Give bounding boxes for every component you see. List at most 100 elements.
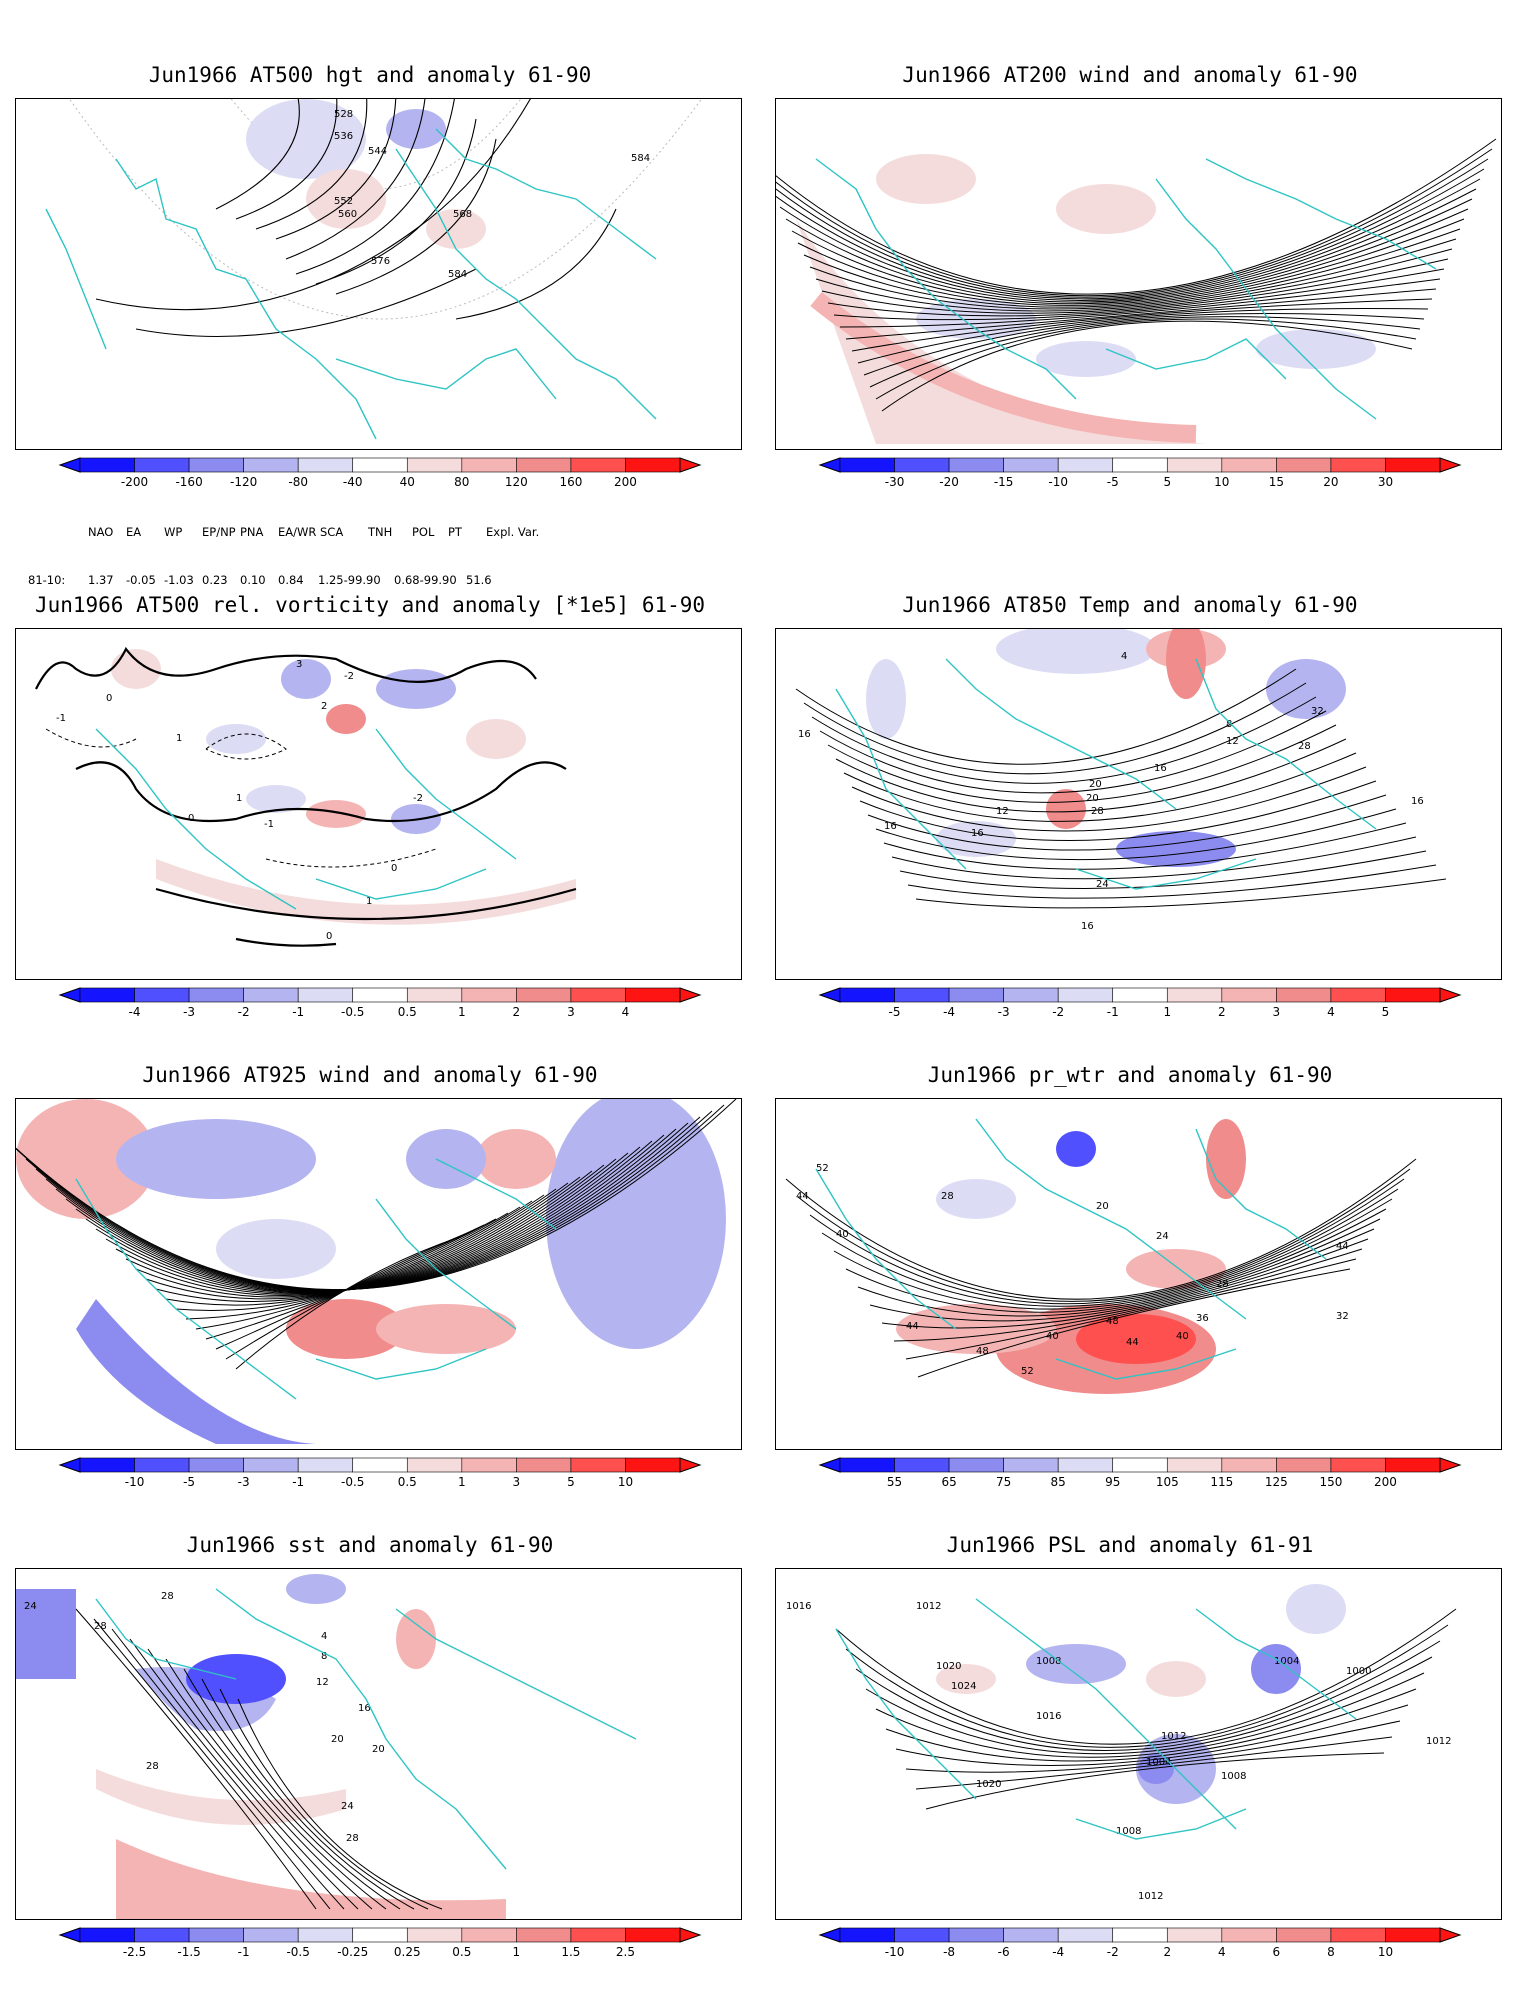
colorbar-arrow-low [58, 457, 81, 473]
colorbar-segment [570, 1457, 626, 1473]
contour-line [907, 864, 1437, 899]
contour-label: 20 [1096, 1201, 1109, 1212]
colorbar-segment [1166, 987, 1223, 1003]
contour-line [809, 1178, 1405, 1305]
colorbar-segment [352, 1927, 408, 1943]
contour-line [791, 198, 1473, 305]
contour-label: 3 [296, 659, 302, 670]
contour-label: 20 [331, 1734, 344, 1745]
colorbar-arrow-low [818, 1457, 841, 1473]
colorbar-segment [1385, 987, 1441, 1003]
colorbar-segment [134, 987, 190, 1003]
colorbar-segment [79, 457, 135, 473]
colorbar-segment [1166, 1927, 1223, 1943]
colorbar-segment [243, 1927, 299, 1943]
contour-label: 24 [341, 1801, 354, 1812]
contour-line [857, 307, 1429, 364]
colorbar-tick-label: 55 [887, 1475, 902, 1489]
colorbar-segment [894, 457, 950, 473]
colorbar-tick-label: -5 [889, 1005, 901, 1019]
colorbar-arrow-high [679, 1927, 702, 1943]
colorbar-segment [894, 987, 950, 1003]
colorbar-segment [406, 457, 463, 473]
colorbar-tick-label: -2.5 [123, 1945, 146, 1959]
colorbar-segment [352, 457, 408, 473]
contour-line [111, 1628, 345, 1910]
panel-title: Jun1966 pr_wtr and anomaly 61-90 [927, 1063, 1333, 1087]
panel-title: Jun1966 sst and anomaly 61-90 [186, 1533, 554, 1557]
contour-label: 24 [24, 1601, 37, 1612]
colorbar-tick-label: 5 [567, 1475, 575, 1489]
colorbar-segment [1221, 1927, 1277, 1943]
colorbar-segment [948, 1927, 1004, 1943]
colorbar-segment [1330, 457, 1386, 473]
colorbar-segment [1112, 457, 1168, 473]
panel-title: Jun1966 AT925 wind and anomaly 61-90 [142, 1063, 598, 1087]
colorbar-segment [79, 1927, 135, 1943]
contour-line [237, 1698, 443, 1910]
colorbar-segment [1276, 1927, 1332, 1943]
index-header: POL [412, 525, 435, 539]
colorbar-segment [1221, 457, 1277, 473]
colorbar: -5 -4 -3 -2 -1 1 2 3 4 5 [818, 987, 1462, 1028]
colorbar-tick-label: 2 [1163, 1945, 1171, 1959]
index-header: EA [126, 525, 142, 539]
contour-label: 44 [1126, 1337, 1139, 1348]
colorbar-segment [625, 457, 681, 473]
colorbar-segment [625, 987, 681, 1003]
colorbar-tick-label: 30 [1378, 475, 1393, 489]
contour-line [809, 228, 1461, 310]
colorbar-segment [243, 457, 299, 473]
colorbar-segment [1385, 1927, 1441, 1943]
colorbar: 55 65 75 85 95 105 115 125 150 200 [818, 1457, 1462, 1498]
contour-label: 20 [1089, 779, 1102, 790]
colorbar-tick-label: 2 [513, 1005, 521, 1019]
contour-label: 1004 [1274, 1656, 1299, 1667]
colorbar-tick-label: 1 [1163, 1005, 1171, 1019]
contour-line [147, 1648, 373, 1910]
colorbar-segment [1057, 987, 1114, 1003]
colorbar-segment [1112, 987, 1168, 1003]
panel-500vort: Jun1966 AT500 rel. vorticity and anomaly… [0, 590, 742, 1040]
colorbar-segment [948, 987, 1004, 1003]
index-header: WP [164, 525, 183, 539]
colorbar-tick-label: -0.5 [286, 1945, 309, 1959]
colorbar-tick-label: 6 [1273, 1945, 1281, 1959]
contour-label: 8 [1226, 719, 1232, 730]
contour-line [833, 1198, 1393, 1310]
colorbar: -10 -5 -3 -1 -0.5 0.5 1 3 5 10 [58, 1457, 702, 1498]
index-value: 0.10 [240, 573, 266, 587]
colorbar-segment [1112, 1927, 1168, 1943]
contour-line [785, 188, 1477, 303]
contour-line [863, 313, 1425, 376]
colorbar-segment [570, 987, 626, 1003]
index-value: 1.37 [88, 573, 114, 587]
contour-label: 4 [1121, 651, 1127, 662]
colorbar: -2.5 -1.5 -1 -0.5 -0.25 0.25 0.5 1 1.5 2.5 [58, 1927, 702, 1968]
contour-label: 1000 [1346, 1666, 1371, 1677]
contour-label: 16 [1081, 921, 1094, 932]
panel-title: Jun1966 AT500 hgt and anomaly 61-90 [148, 63, 592, 87]
contour-line [843, 752, 1357, 822]
contour-label: 0 [326, 931, 332, 942]
contour-line [803, 218, 1465, 308]
colorbar-tick-label: 3 [567, 1005, 575, 1019]
colorbar-tick-label: 8 [1327, 1945, 1335, 1959]
colorbar-segment [79, 1457, 135, 1473]
contour-line [905, 1258, 1357, 1360]
contour-label: 1012 [1426, 1736, 1451, 1747]
colorbar-tick-label: 5 [1163, 475, 1171, 489]
contour-line [865, 1656, 1433, 1755]
colorbar-segment [839, 987, 895, 1003]
map-area: 528 536 544 552 560 568 576 584 584 [15, 98, 742, 450]
contour-line [845, 1624, 1449, 1748]
colorbar-segment [839, 457, 895, 473]
panel-925wind: Jun1966 AT925 wind and anomaly 61-90 -10… [0, 1060, 742, 1510]
colorbar-tick-label: 10 [618, 1475, 633, 1489]
colorbar-tick-label: -160 [175, 475, 202, 489]
colorbar-tick-label: -5 [1107, 475, 1119, 489]
contour-line [875, 808, 1397, 861]
contour-label: 24 [1096, 879, 1109, 890]
contour-label: -1 [264, 819, 274, 830]
panel-title: Jun1966 AT500 rel. vorticity and anomaly… [34, 593, 706, 617]
